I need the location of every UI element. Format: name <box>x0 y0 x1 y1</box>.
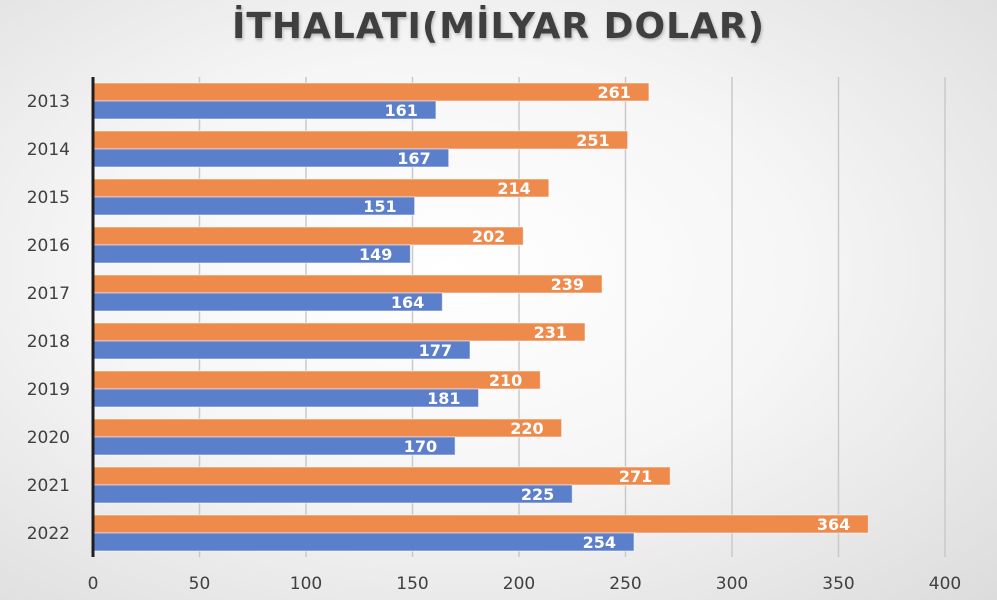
bar-2020-1 <box>92 418 563 438</box>
data-label: 151 <box>363 197 396 216</box>
bar-2018-1 <box>92 322 586 342</box>
category-label: 2013 <box>27 92 70 112</box>
bar-2018-2 <box>92 340 471 360</box>
data-label: 161 <box>385 101 418 120</box>
bar-2022-1 <box>92 514 869 534</box>
category-label: 2018 <box>27 332 70 352</box>
x-tick-label: 150 <box>396 574 428 594</box>
x-tick-label: 50 <box>189 574 211 594</box>
bar-2014-1 <box>92 130 629 150</box>
bar-2017-1 <box>92 274 603 294</box>
data-label: 202 <box>472 227 505 246</box>
x-tick-label: 400 <box>929 574 961 594</box>
x-tick-label: 250 <box>609 574 641 594</box>
bar-2014-2 <box>92 148 450 168</box>
bar-2020-2 <box>92 436 456 456</box>
bars <box>92 82 869 552</box>
x-tick-label: 350 <box>822 574 854 594</box>
data-label: 177 <box>419 341 452 360</box>
data-label: 254 <box>583 533 616 552</box>
data-label: 271 <box>619 467 652 486</box>
bar-2021-1 <box>92 466 671 486</box>
bar-2019-1 <box>92 370 541 390</box>
category-label: 2014 <box>27 140 70 160</box>
category-label: 2015 <box>27 188 70 208</box>
category-label: 2019 <box>27 380 70 400</box>
x-tick-label: 0 <box>88 574 99 594</box>
bar-2016-1 <box>92 226 524 246</box>
bar-2015-1 <box>92 178 550 198</box>
bar-2013-1 <box>92 82 650 102</box>
data-label: 261 <box>598 83 631 102</box>
bar-2021-2 <box>92 484 573 504</box>
category-label: 2021 <box>27 476 70 496</box>
x-tick-label: 100 <box>290 574 322 594</box>
bar-2022-2 <box>92 532 635 552</box>
data-label: 364 <box>817 515 850 534</box>
bar-2019-2 <box>92 388 480 408</box>
data-label: 210 <box>489 371 522 390</box>
data-label: 167 <box>397 149 430 168</box>
data-label: 181 <box>427 389 460 408</box>
data-label: 251 <box>576 131 609 150</box>
x-tick-label: 200 <box>503 574 535 594</box>
category-label: 2020 <box>27 428 70 448</box>
labels: 0 50 100 150 200 250 300 350 400 261 161 2013 251 167… <box>27 83 961 594</box>
data-label: 220 <box>510 419 543 438</box>
data-label: 231 <box>534 323 567 342</box>
data-label: 170 <box>404 437 437 456</box>
data-label: 149 <box>359 245 392 264</box>
x-tick-label: 300 <box>716 574 748 594</box>
data-label: 225 <box>521 485 554 504</box>
data-label: 239 <box>551 275 584 294</box>
data-label: 214 <box>497 179 530 198</box>
data-label: 164 <box>391 293 424 312</box>
chart-title: İTHALATI(MİLYAR DOLAR) <box>231 6 766 47</box>
category-label: 2016 <box>27 236 70 256</box>
category-label: 2022 <box>27 524 70 544</box>
category-label: 2017 <box>27 284 70 304</box>
